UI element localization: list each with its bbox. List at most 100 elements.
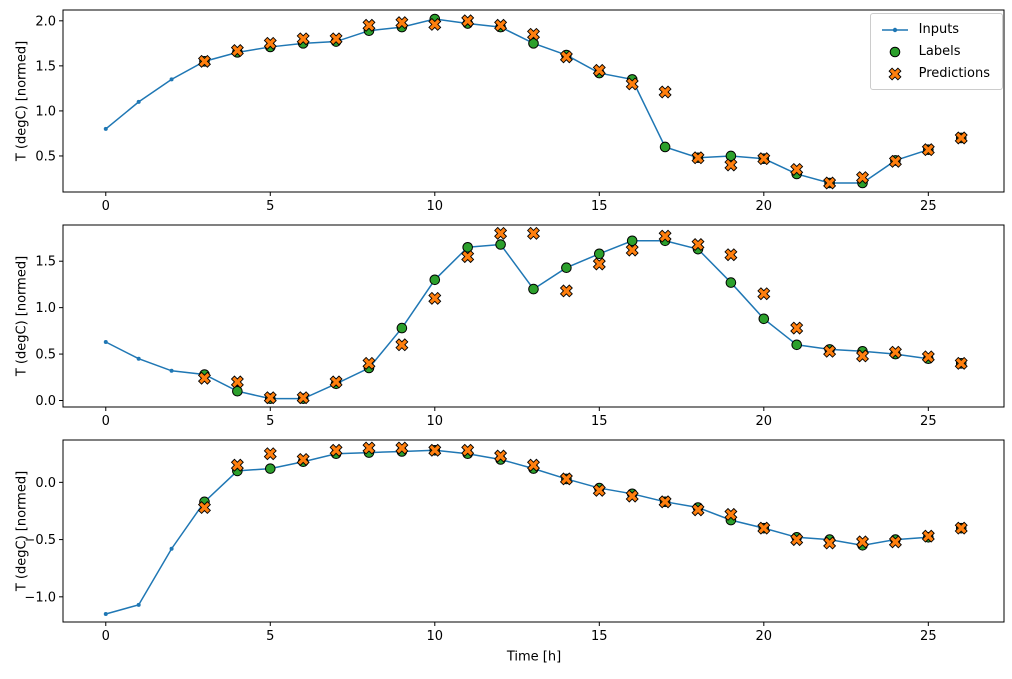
subplot-1: 0 5 10 15 20 25 0.5 1.0 1.5 2.0 <box>35 9 1005 214</box>
inputs-line <box>105 449 929 615</box>
data-point <box>103 340 108 344</box>
data-point <box>691 151 705 165</box>
data-point <box>823 176 837 190</box>
data-point <box>136 602 141 607</box>
data-point <box>461 250 475 264</box>
data-point <box>263 36 277 50</box>
y-tick-label: 0.5 <box>35 149 56 164</box>
data-point <box>921 529 935 543</box>
data-point <box>136 99 141 104</box>
data-point <box>559 472 573 486</box>
predictions-series <box>197 226 968 405</box>
line-dot-icon <box>881 27 908 32</box>
data-point <box>658 495 672 509</box>
legend-label-inputs: Inputs <box>918 22 960 37</box>
x-tick-label: 25 <box>920 629 937 644</box>
data-point <box>658 85 672 99</box>
y-tick-label: 1.5 <box>35 59 56 74</box>
y-tick-label: 1.5 <box>35 255 56 270</box>
inputs-series <box>103 238 931 401</box>
data-point <box>528 38 539 49</box>
data-point <box>103 126 108 131</box>
data-point <box>197 371 211 385</box>
x-tick-label: 10 <box>427 629 444 644</box>
data-point <box>758 313 770 325</box>
data-point <box>526 226 541 240</box>
data-point <box>296 452 310 466</box>
data-point <box>757 152 771 166</box>
predictions-series <box>197 441 968 550</box>
data-point <box>724 158 738 172</box>
x-tick-label: 20 <box>756 199 773 214</box>
y-tick-label: 0.0 <box>35 394 56 409</box>
legend-label-labels: Labels <box>918 44 961 59</box>
data-point <box>921 350 935 364</box>
y-tick-label: −0.5 <box>24 533 56 548</box>
data-point <box>659 141 671 153</box>
data-point <box>296 32 310 46</box>
predictions-series <box>197 14 968 190</box>
data-point <box>526 458 541 472</box>
data-point <box>559 284 573 298</box>
legend-item-labels: Labels <box>880 44 990 59</box>
data-point <box>462 241 473 253</box>
data-point <box>725 150 737 162</box>
data-point <box>495 239 506 250</box>
data-point <box>329 375 343 389</box>
x-tick-label: 5 <box>266 414 274 429</box>
data-point <box>691 503 705 517</box>
x-tick-label: 0 <box>102 629 110 644</box>
x-tick-label: 5 <box>266 629 274 644</box>
data-point <box>790 321 804 335</box>
axes-box <box>62 439 1005 623</box>
data-point <box>362 18 376 32</box>
data-point <box>954 131 968 145</box>
data-point <box>592 63 606 77</box>
data-point <box>888 535 902 549</box>
data-point <box>823 344 837 358</box>
data-point <box>494 449 508 463</box>
subplot-2: 0 5 10 15 20 25 0.0 0.5 1.0 1.5 <box>35 224 1005 429</box>
x-tick-label: 25 <box>920 414 937 429</box>
x-marker-icon <box>888 66 902 81</box>
data-point <box>329 32 343 46</box>
data-point <box>395 338 409 352</box>
data-point <box>169 77 174 82</box>
data-point <box>103 611 108 616</box>
inputs-line <box>105 240 929 400</box>
data-point <box>625 77 639 91</box>
data-point <box>954 356 968 370</box>
data-point <box>429 274 441 286</box>
legend-item-inputs: Inputs <box>880 22 990 37</box>
x-tick-label: 10 <box>427 414 444 429</box>
data-point <box>561 262 572 274</box>
data-point <box>626 235 638 247</box>
data-point <box>725 277 737 288</box>
inputs-line <box>105 18 929 184</box>
y-tick-label: −1.0 <box>24 590 56 605</box>
legend-label-predictions: Predictions <box>918 66 990 81</box>
data-point <box>757 287 771 301</box>
y-axis-label-subplot-2: T (degC) [normed] <box>14 255 30 377</box>
data-point <box>428 17 442 31</box>
y-axis-label-subplot-1: T (degC) [normed] <box>14 40 30 162</box>
data-point <box>263 447 277 461</box>
data-point <box>395 16 409 30</box>
x-tick-label: 20 <box>756 414 773 429</box>
data-point <box>428 443 442 457</box>
x-tick-label: 10 <box>427 199 444 214</box>
x-tick-label: 15 <box>591 414 608 429</box>
data-point <box>230 375 244 389</box>
data-point <box>461 14 475 28</box>
data-point <box>592 257 606 271</box>
data-point <box>528 283 539 295</box>
inputs-series <box>103 17 931 185</box>
legend-item-predictions: Predictions <box>880 66 990 81</box>
y-tick-label: 1.0 <box>35 301 56 316</box>
data-point <box>856 535 870 549</box>
x-tick-label: 0 <box>102 199 110 214</box>
y-tick-label: 2.0 <box>35 14 56 29</box>
data-point <box>494 18 508 32</box>
